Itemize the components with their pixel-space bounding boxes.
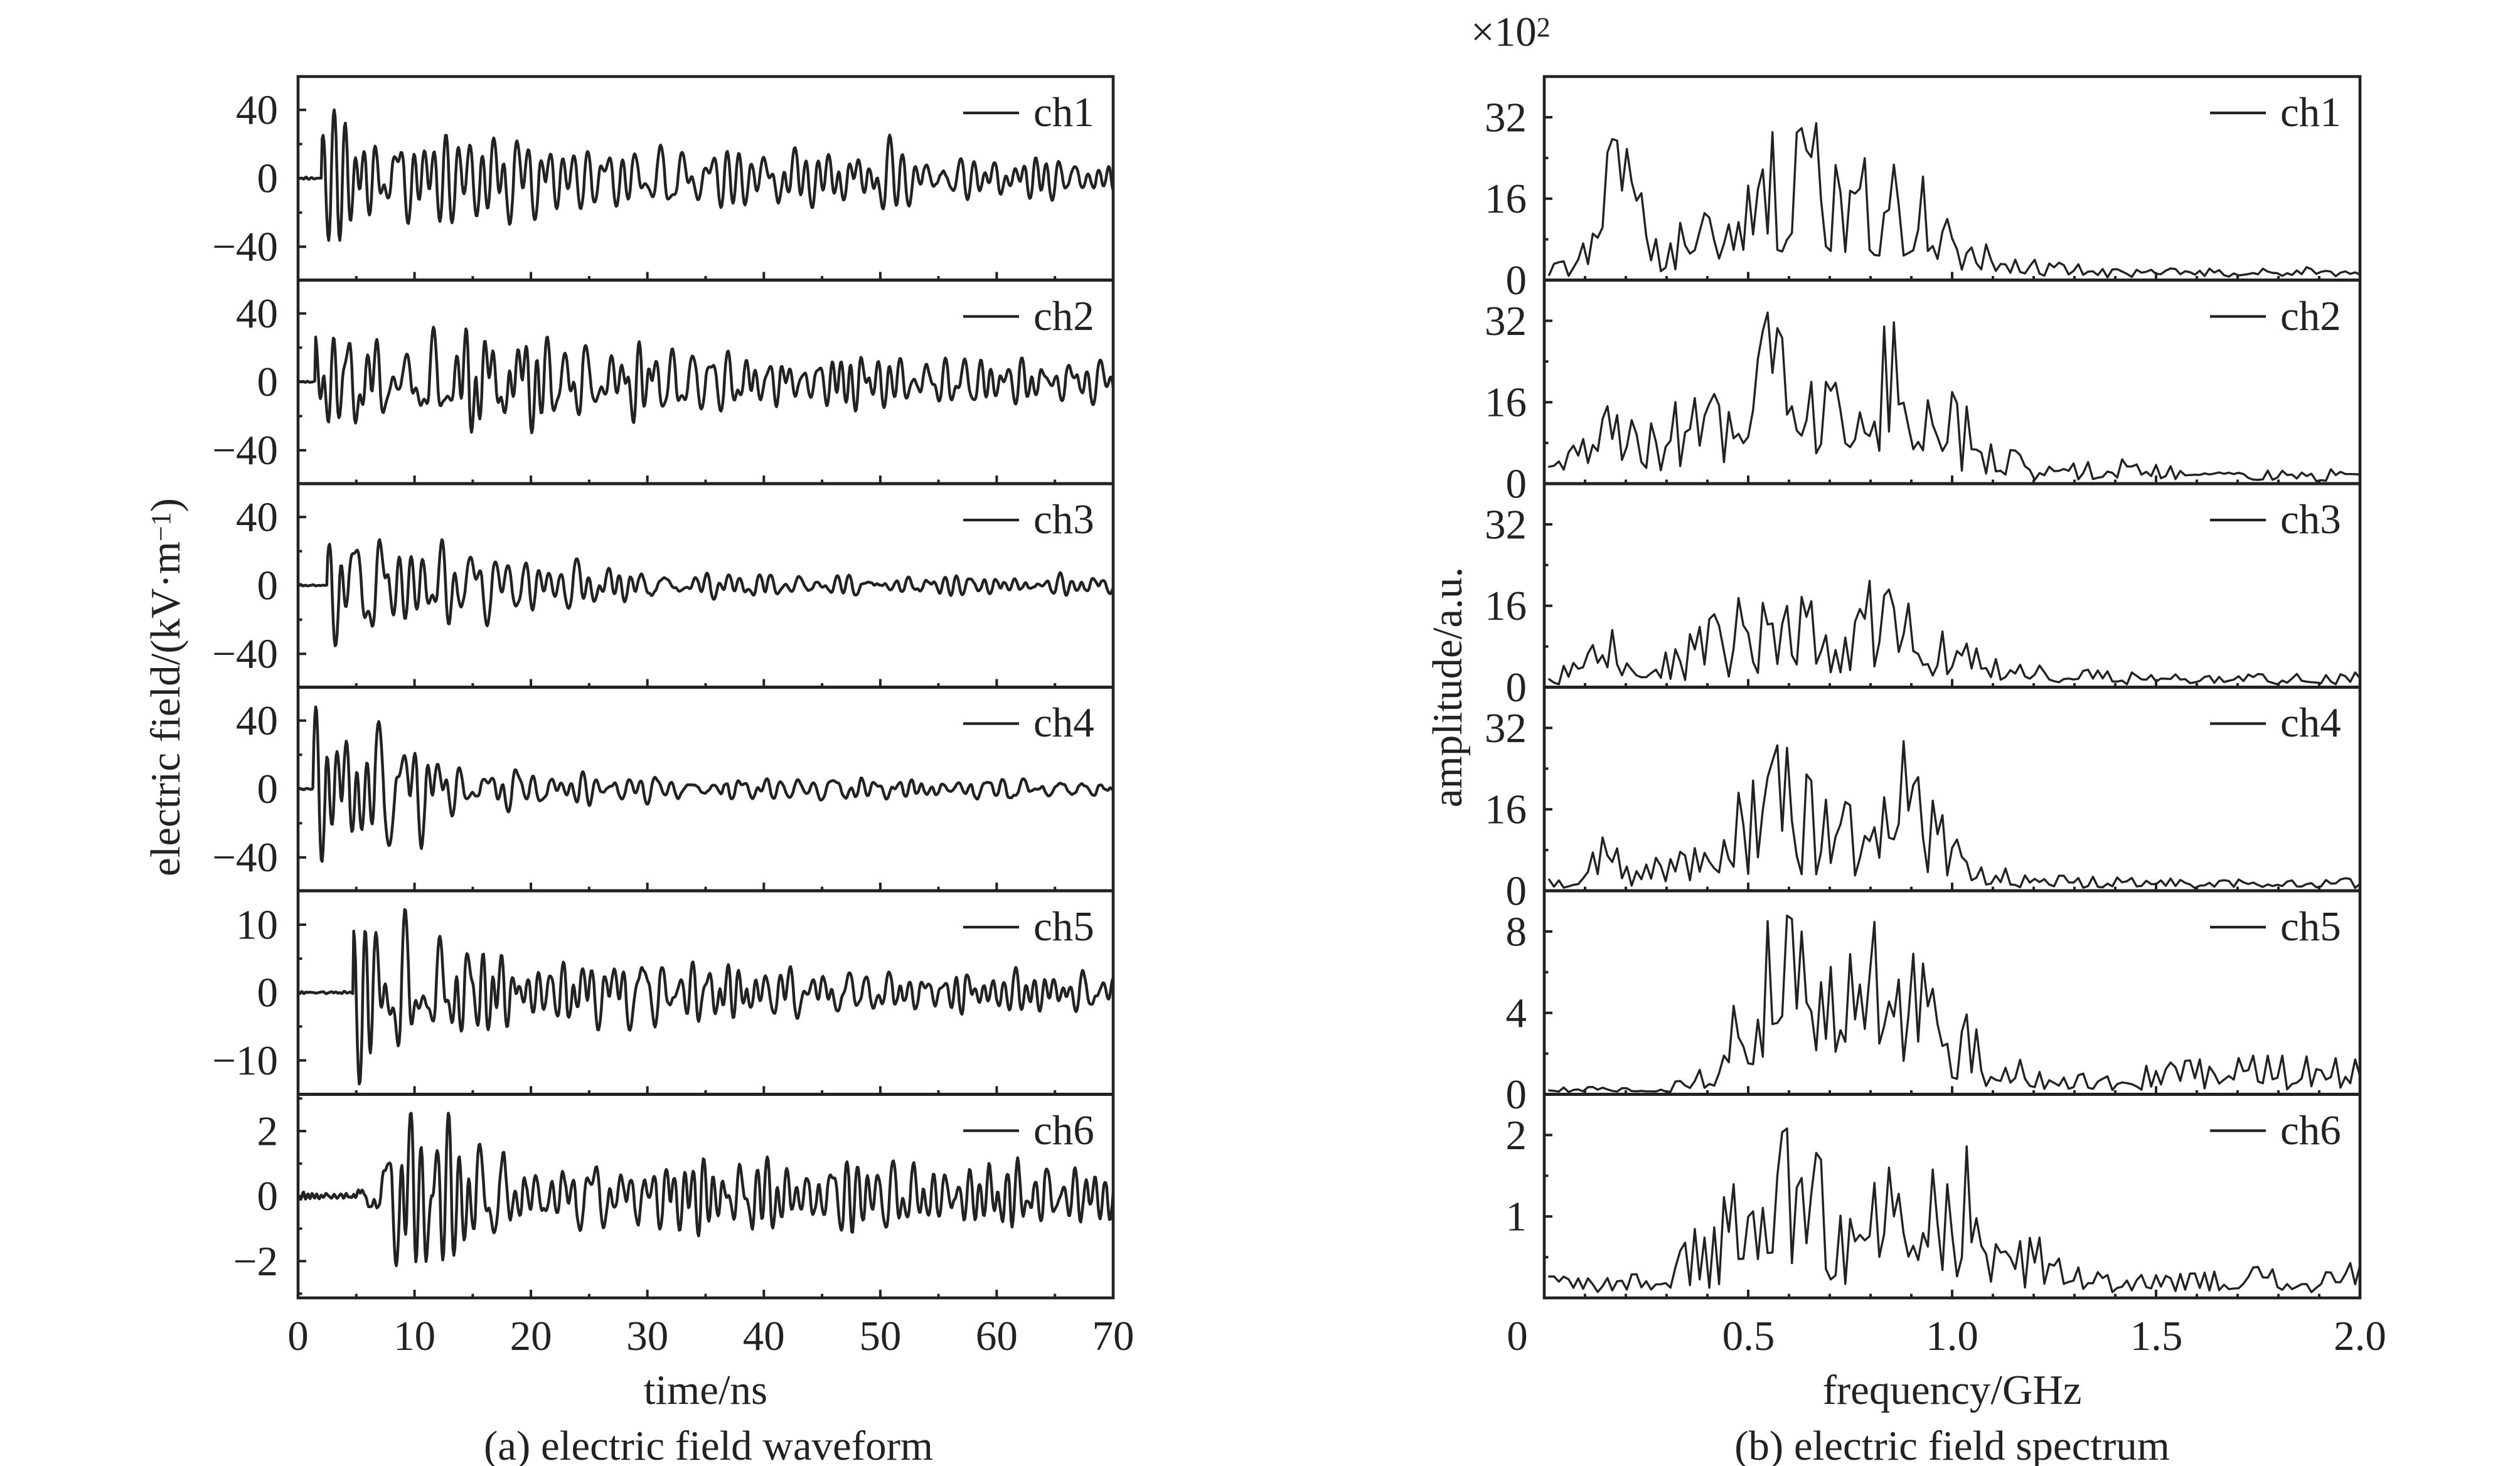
svg-text:electric field/(kV·m−1): electric field/(kV·m−1) — [142, 498, 189, 876]
svg-text:40: 40 — [743, 1313, 785, 1359]
svg-text:32: 32 — [1485, 94, 1527, 141]
svg-text:ch1: ch1 — [2280, 89, 2341, 135]
svg-text:time/ns: time/ns — [644, 1367, 767, 1413]
svg-text:60: 60 — [976, 1313, 1018, 1359]
svg-text:32: 32 — [1485, 501, 1527, 548]
svg-text:2: 2 — [1506, 1112, 1527, 1159]
svg-text:0: 0 — [257, 1173, 279, 1219]
svg-text:10: 10 — [393, 1313, 435, 1359]
svg-text:frequency/GHz: frequency/GHz — [1823, 1367, 2082, 1413]
svg-text:ch4: ch4 — [2280, 699, 2341, 746]
svg-text:16: 16 — [1485, 380, 1527, 426]
svg-text:ch4: ch4 — [1033, 699, 1094, 746]
svg-text:(b) electric field spectrum: (b) electric field spectrum — [1734, 1423, 2170, 1466]
svg-text:10: 10 — [236, 902, 278, 948]
svg-text:20: 20 — [510, 1313, 552, 1359]
svg-text:0: 0 — [1506, 257, 1527, 304]
svg-text:ch5: ch5 — [1033, 903, 1094, 950]
svg-text:−10: −10 — [212, 1038, 278, 1084]
svg-text:40: 40 — [236, 698, 278, 744]
svg-text:0: 0 — [1506, 1071, 1527, 1118]
svg-text:0: 0 — [257, 563, 279, 609]
svg-text:−40: −40 — [212, 224, 278, 270]
svg-text:−40: −40 — [212, 631, 278, 677]
svg-text:−40: −40 — [212, 427, 278, 474]
svg-text:ch3: ch3 — [1033, 496, 1094, 543]
svg-text:40: 40 — [236, 87, 278, 134]
svg-text:0: 0 — [257, 766, 279, 812]
svg-text:1.0: 1.0 — [1926, 1313, 1978, 1359]
svg-text:0: 0 — [1506, 664, 1527, 711]
svg-text:0: 0 — [1506, 460, 1527, 507]
svg-text:0: 0 — [287, 1313, 309, 1359]
svg-text:2: 2 — [257, 1108, 279, 1155]
svg-text:1: 1 — [1506, 1194, 1527, 1240]
svg-text:0: 0 — [257, 156, 279, 202]
svg-text:ch5: ch5 — [2280, 903, 2341, 950]
svg-text:40: 40 — [236, 494, 278, 541]
svg-text:4: 4 — [1506, 990, 1527, 1036]
svg-text:16: 16 — [1485, 176, 1527, 222]
svg-text:8: 8 — [1506, 908, 1527, 955]
svg-text:0.5: 0.5 — [1722, 1313, 1775, 1359]
svg-text:32: 32 — [1485, 705, 1527, 752]
svg-text:16: 16 — [1485, 787, 1527, 833]
svg-text:ch1: ch1 — [1033, 89, 1094, 135]
svg-text:amplitude/a.u.: amplitude/a.u. — [1424, 567, 1471, 807]
svg-text:ch6: ch6 — [1033, 1107, 1094, 1154]
svg-text:32: 32 — [1485, 298, 1527, 344]
svg-text:0: 0 — [1506, 868, 1527, 914]
svg-text:−40: −40 — [212, 834, 278, 881]
svg-text:ch2: ch2 — [1033, 293, 1094, 339]
svg-text:2.0: 2.0 — [2334, 1313, 2386, 1359]
svg-text:0: 0 — [257, 970, 279, 1016]
svg-text:0: 0 — [257, 359, 279, 405]
svg-text:16: 16 — [1485, 583, 1527, 629]
svg-text:−2: −2 — [233, 1238, 278, 1285]
svg-text:70: 70 — [1092, 1313, 1135, 1359]
svg-text:40: 40 — [236, 290, 278, 337]
svg-text:ch6: ch6 — [2280, 1107, 2341, 1154]
svg-text:1.5: 1.5 — [2130, 1313, 2183, 1359]
svg-text:0: 0 — [1507, 1313, 1528, 1359]
svg-text:50: 50 — [859, 1313, 901, 1359]
svg-text:(a) electric field waveform: (a) electric field waveform — [484, 1423, 933, 1466]
svg-text:ch2: ch2 — [2280, 293, 2341, 339]
svg-text:30: 30 — [626, 1313, 668, 1359]
svg-text:ch3: ch3 — [2280, 496, 2341, 543]
